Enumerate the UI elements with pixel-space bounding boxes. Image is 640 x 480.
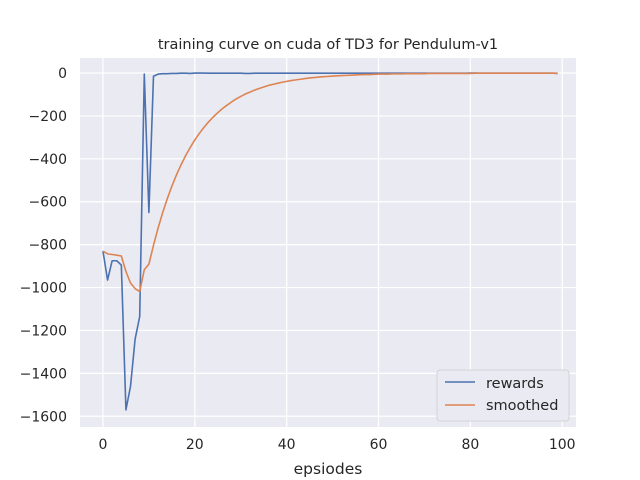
y-tick-label: −1000 xyxy=(20,281,67,297)
x-axis-ticks: 0 20 40 60 80 100 xyxy=(99,437,576,453)
x-axis-title: epsiodes xyxy=(294,460,363,478)
x-tick-label: 20 xyxy=(186,437,204,453)
plot-area xyxy=(80,58,576,427)
y-tick-label: −1400 xyxy=(20,366,67,382)
y-tick-label: −1200 xyxy=(20,323,67,339)
x-tick-label: 80 xyxy=(461,437,479,453)
y-axis-ticks: 0 −200 −400 −600 −800 −1000 −1200 −1400 −1600 xyxy=(20,66,67,425)
chart-title: training curve on cuda of TD3 for Pendul… xyxy=(158,37,498,53)
legend-label-smoothed: smoothed xyxy=(486,398,558,414)
x-tick-label: 0 xyxy=(99,437,108,453)
y-tick-label: −200 xyxy=(29,109,67,125)
y-tick-label: −800 xyxy=(29,238,67,254)
y-tick-label: −1600 xyxy=(20,409,67,425)
series-line-smoothed xyxy=(102,72,558,293)
series-lines xyxy=(102,72,558,411)
legend: rewards smoothed xyxy=(436,369,570,422)
y-tick-label: −600 xyxy=(29,195,67,211)
legend-label-rewards: rewards xyxy=(486,376,544,392)
y-tick-label: 0 xyxy=(58,66,67,82)
x-tick-label: 40 xyxy=(278,437,296,453)
x-tick-label: 60 xyxy=(370,437,388,453)
y-tick-label: −400 xyxy=(29,152,67,168)
x-tick-label: 100 xyxy=(549,437,576,453)
